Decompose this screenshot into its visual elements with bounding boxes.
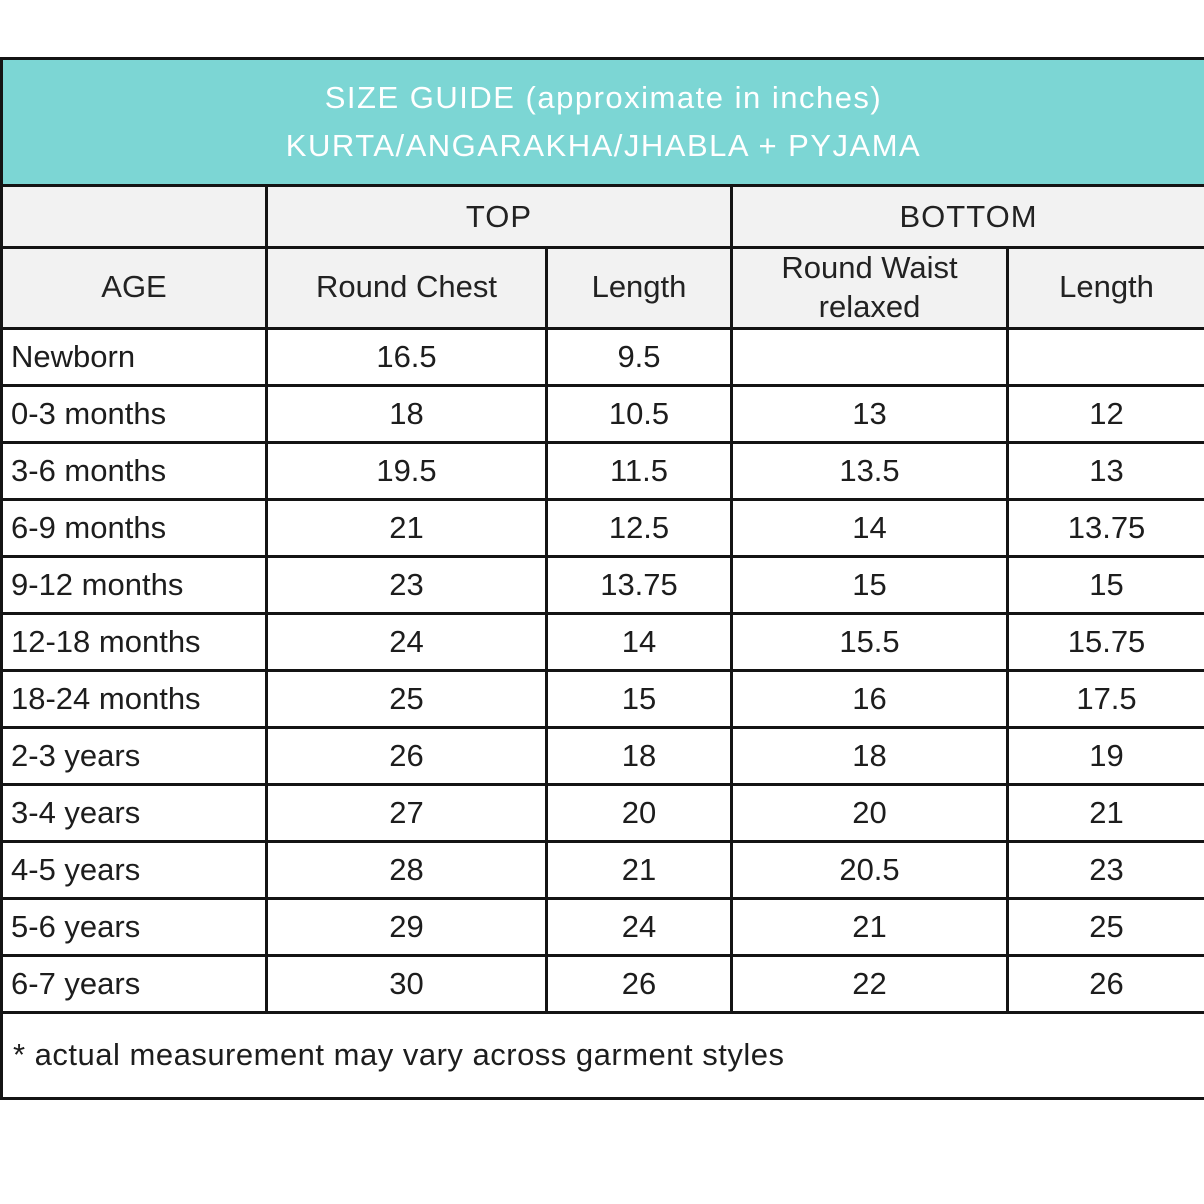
age-cell: 4-5 years: [0, 839, 268, 900]
measurement-cell: 30: [265, 953, 548, 1014]
title-line-2: KURTA/ANGARAKHA/JHABLA + PYJAMA: [285, 128, 922, 163]
measurement-cell: 26: [265, 725, 548, 786]
measurement-cell: [1005, 326, 1204, 387]
footnote-row: * actual measurement may vary across gar…: [0, 1010, 1204, 1100]
group-header-top: TOP: [265, 184, 733, 249]
measurement-cell: 17.5: [1005, 668, 1204, 729]
measurement-cell: 20.5: [730, 839, 1009, 900]
measurement-cell: 26: [1005, 953, 1204, 1014]
column-header-age: AGE: [0, 246, 268, 330]
measurement-cell: 15.5: [730, 611, 1009, 672]
measurement-cell: 24: [265, 611, 548, 672]
table-row: 5-6 years 29 24 21 25: [0, 896, 1204, 957]
size-guide-table: SIZE GUIDE (approximate in inches) KURTA…: [0, 57, 1204, 1100]
title-line-1: SIZE GUIDE (approximate in inches): [324, 79, 883, 115]
measurement-cell: 15: [730, 554, 1009, 615]
age-cell: Newborn: [0, 326, 268, 387]
table-row: 18-24 months 25 15 16 17.5: [0, 668, 1204, 729]
measurement-cell: 12.5: [545, 497, 733, 558]
measurement-cell: 29: [265, 896, 548, 957]
measurement-cell: 23: [1005, 839, 1204, 900]
measurement-cell: 9.5: [545, 326, 733, 387]
age-cell: 0-3 months: [0, 383, 268, 444]
measurement-cell: [730, 326, 1009, 387]
table-row: 3-4 years 27 20 20 21: [0, 782, 1204, 843]
size-guide-header: SIZE GUIDE (approximate in inches) KURTA…: [0, 57, 1204, 187]
table-row: 9-12 months 23 13.75 15 15: [0, 554, 1204, 615]
column-header-round-chest: Round Chest: [265, 246, 548, 330]
table-row: 6-9 months 21 12.5 14 13.75: [0, 497, 1204, 558]
measurement-cell: 20: [730, 782, 1009, 843]
age-cell: 6-7 years: [0, 953, 268, 1014]
measurement-cell: 23: [265, 554, 548, 615]
group-header-row: TOP BOTTOM: [0, 184, 1204, 249]
table-row: 0-3 months 18 10.5 13 12: [0, 383, 1204, 444]
measurement-cell: 13: [1005, 440, 1204, 501]
measurement-cell: 10.5: [545, 383, 733, 444]
measurement-cell: 20: [545, 782, 733, 843]
size-guide-page: SIZE GUIDE (approximate in inches) KURTA…: [0, 57, 1204, 1100]
measurement-cell: 21: [545, 839, 733, 900]
measurement-cell: 12: [1005, 383, 1204, 444]
table-row: 12-18 months 24 14 15.5 15.75: [0, 611, 1204, 672]
measurement-cell: 13: [730, 383, 1009, 444]
measurement-cell: 21: [265, 497, 548, 558]
measurement-cell: 18: [730, 725, 1009, 786]
table-row: 3-6 months 19.5 11.5 13.5 13: [0, 440, 1204, 501]
size-table-body: Newborn 16.5 9.5 0-3 months 18 10.5 13 12 3-6 mo…: [0, 326, 1204, 1014]
measurement-cell: 27: [265, 782, 548, 843]
group-header-bottom: BOTTOM: [729, 184, 1204, 249]
age-cell: 12-18 months: [0, 611, 268, 672]
footnote: * actual measurement may vary across gar…: [0, 1010, 1204, 1100]
column-header-round-waist: Round Waist relaxed: [730, 246, 1009, 330]
age-cell: 18-24 months: [0, 668, 268, 729]
measurement-cell: 11.5: [545, 440, 733, 501]
measurement-cell: 25: [265, 668, 548, 729]
measurement-cell: 14: [545, 611, 733, 672]
measurement-cell: 21: [1005, 782, 1204, 843]
measurement-cell: 14: [730, 497, 1009, 558]
measurement-cell: 18: [545, 725, 733, 786]
measurement-cell: 28: [265, 839, 548, 900]
measurement-cell: 15: [545, 668, 733, 729]
title-row: SIZE GUIDE (approximate in inches) KURTA…: [0, 57, 1204, 187]
age-cell: 6-9 months: [0, 497, 268, 558]
measurement-cell: 15: [1005, 554, 1204, 615]
age-cell: 3-6 months: [0, 440, 268, 501]
column-header-row: AGE Round Chest Length Round Waist relax…: [0, 246, 1204, 330]
measurement-cell: 15.75: [1005, 611, 1204, 672]
measurement-cell: 25: [1005, 896, 1204, 957]
measurement-cell: 16.5: [265, 326, 548, 387]
table-row: 6-7 years 30 26 22 26: [0, 953, 1204, 1014]
age-cell: 2-3 years: [0, 725, 268, 786]
measurement-cell: 18: [265, 383, 548, 444]
measurement-cell: 24: [545, 896, 733, 957]
age-cell: 9-12 months: [0, 554, 268, 615]
table-row: 2-3 years 26 18 18 19: [0, 725, 1204, 786]
measurement-cell: 13.75: [1005, 497, 1204, 558]
measurement-cell: 16: [730, 668, 1009, 729]
column-header-top-length: Length: [545, 246, 733, 330]
table-row: Newborn 16.5 9.5: [0, 326, 1204, 387]
age-cell: 5-6 years: [0, 896, 268, 957]
age-cell: 3-4 years: [0, 782, 268, 843]
measurement-cell: 26: [545, 953, 733, 1014]
measurement-cell: 19.5: [265, 440, 548, 501]
measurement-cell: 19: [1005, 725, 1204, 786]
column-header-bottom-length: Length: [1005, 246, 1204, 330]
measurement-cell: 13.5: [730, 440, 1009, 501]
measurement-cell: 21: [730, 896, 1009, 957]
measurement-cell: 13.75: [545, 554, 733, 615]
measurement-cell: 22: [730, 953, 1009, 1014]
table-row: 4-5 years 28 21 20.5 23: [0, 839, 1204, 900]
group-header-empty: [0, 184, 268, 249]
